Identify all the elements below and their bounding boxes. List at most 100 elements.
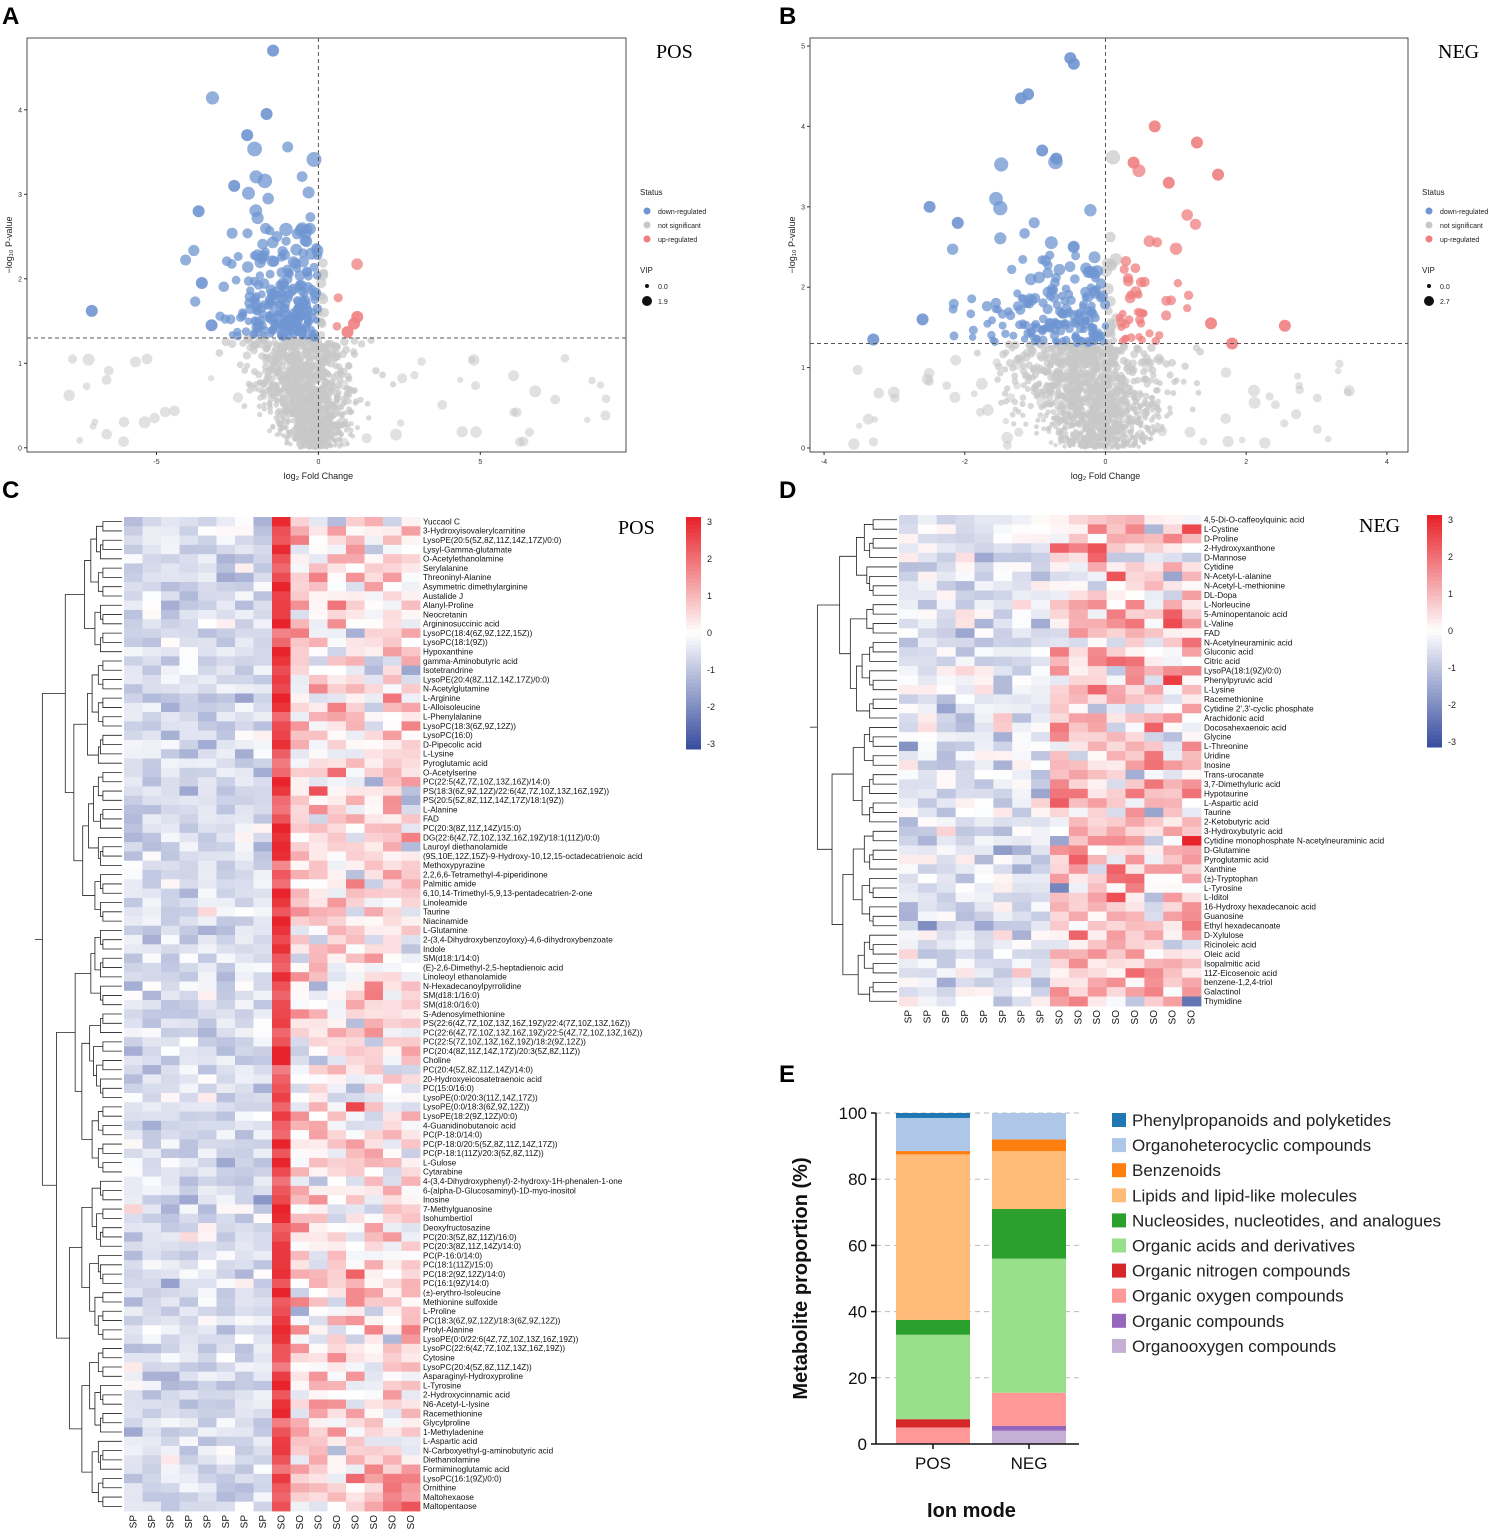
heatmap-cell bbox=[327, 1185, 347, 1196]
heatmap-cell bbox=[198, 1362, 217, 1373]
volcano-point-ns bbox=[1189, 406, 1196, 413]
heatmap-cell bbox=[253, 832, 273, 843]
heatmap-cell bbox=[327, 786, 347, 797]
heatmap-cell bbox=[198, 944, 217, 955]
heatmap-cell bbox=[383, 554, 402, 564]
heatmap-cell bbox=[364, 1380, 384, 1391]
heatmap-cell bbox=[327, 1325, 347, 1335]
volcano-neg-up-points bbox=[1115, 120, 1291, 350]
volcano-point-ns bbox=[1130, 405, 1137, 412]
heatmap-cell bbox=[253, 1046, 273, 1057]
heatmap-cell bbox=[216, 842, 236, 852]
volcano-point-down bbox=[226, 227, 238, 239]
heatmap-cell bbox=[198, 526, 217, 536]
heatmap-cell bbox=[272, 842, 291, 852]
x-tick-label: 2 bbox=[1244, 459, 1248, 466]
heatmap-cell bbox=[272, 777, 291, 787]
heatmap-cell bbox=[327, 1027, 347, 1038]
panel-label-b: B bbox=[779, 3, 796, 30]
heatmap-cell bbox=[272, 582, 291, 592]
heatmap-cell bbox=[142, 1148, 162, 1159]
volcano-point-up bbox=[1145, 329, 1154, 338]
volcano-point-down bbox=[242, 228, 253, 239]
heatmap-cell bbox=[272, 563, 291, 574]
heatmap-cell bbox=[216, 665, 236, 676]
heatmap-cell bbox=[124, 758, 143, 769]
volcano-point-ns bbox=[1142, 361, 1153, 373]
heatmap-cell bbox=[161, 517, 180, 527]
heatmap-cell bbox=[235, 1176, 254, 1187]
heatmap-cell bbox=[198, 1250, 217, 1261]
volcano-point-ns bbox=[1121, 431, 1127, 437]
heatmap-cell bbox=[124, 1130, 143, 1140]
dendrogram-branch bbox=[100, 1385, 122, 1400]
dendrogram-branch bbox=[102, 995, 122, 1006]
volcano-point-down bbox=[250, 294, 260, 304]
heatmap-cell bbox=[161, 990, 180, 1001]
heatmap-cell bbox=[235, 693, 254, 704]
volcano-point-ns bbox=[1033, 386, 1040, 393]
y-tick-label: 1 bbox=[18, 361, 22, 368]
heatmap-cell bbox=[253, 804, 273, 815]
heatmap-cell bbox=[124, 1232, 143, 1242]
heatmap-cell bbox=[383, 1000, 402, 1010]
heatmap-cell bbox=[253, 684, 273, 694]
heatmap-cell bbox=[364, 795, 384, 806]
heatmap-cell bbox=[161, 600, 180, 611]
volcano-point-ns bbox=[364, 400, 371, 407]
heatmap-cell bbox=[179, 712, 199, 722]
heatmap-cell bbox=[161, 1130, 180, 1140]
volcano-point-ns bbox=[1132, 394, 1138, 401]
heatmap-cell bbox=[124, 572, 143, 583]
heatmap-cell bbox=[179, 1399, 199, 1410]
volcano-point-ns bbox=[1069, 430, 1081, 442]
heatmap-cell bbox=[290, 1037, 310, 1047]
volcano-point-ns bbox=[1199, 437, 1208, 446]
heatmap-cell bbox=[401, 684, 421, 694]
heatmap-cell bbox=[124, 628, 143, 639]
heatmap-cell bbox=[216, 1018, 236, 1029]
heatmap-cell bbox=[290, 544, 310, 555]
heatmap-cell bbox=[346, 1362, 365, 1373]
heatmap-cell bbox=[364, 1213, 384, 1224]
heatmap-cell bbox=[309, 1102, 328, 1112]
volcano-point-ns bbox=[297, 353, 305, 361]
heatmap-cell bbox=[216, 1148, 236, 1159]
heatmap-cell bbox=[142, 842, 162, 852]
volcano-point-ns bbox=[1056, 407, 1062, 414]
heatmap-cell bbox=[179, 1334, 199, 1345]
heatmap-cell bbox=[364, 1000, 384, 1010]
heatmap-cell bbox=[179, 1445, 199, 1456]
heatmap-cell bbox=[364, 526, 384, 536]
heatmap-cell bbox=[124, 544, 143, 555]
heatmap-cell bbox=[198, 1027, 217, 1038]
heatmap-cell bbox=[290, 851, 310, 862]
dendrogram-branch bbox=[100, 544, 122, 560]
volcano-point-down bbox=[1015, 304, 1026, 315]
dendrogram-branch bbox=[100, 874, 122, 889]
volcano-point-ns bbox=[1019, 400, 1026, 408]
volcano-point-ns bbox=[275, 360, 283, 367]
heatmap-cell bbox=[235, 1148, 254, 1159]
heatmap-cell bbox=[142, 1269, 162, 1280]
heatmap-cell bbox=[216, 563, 236, 574]
volcano-point-down bbox=[306, 152, 322, 167]
heatmap-cell bbox=[401, 637, 421, 648]
heatmap-cell bbox=[364, 1009, 384, 1020]
heatmap-cell bbox=[309, 582, 328, 592]
heatmap-cell bbox=[198, 693, 217, 704]
volcano-point-ns bbox=[159, 406, 171, 418]
heatmap-cell bbox=[216, 888, 236, 899]
heatmap-cell bbox=[142, 1037, 162, 1047]
heatmap-cell bbox=[290, 1055, 310, 1066]
heatmap-cell bbox=[383, 1455, 402, 1465]
heatmap-cell bbox=[290, 907, 310, 917]
volcano-point-down bbox=[968, 333, 977, 341]
volcano-point-ns bbox=[1166, 371, 1174, 379]
heatmap-cell bbox=[124, 1362, 143, 1373]
volcano-point-ns bbox=[1088, 348, 1097, 357]
heatmap-cell bbox=[346, 572, 365, 583]
heatmap-cell bbox=[124, 972, 143, 982]
volcano-point-down bbox=[1039, 314, 1048, 324]
heatmap-cell bbox=[290, 535, 310, 546]
